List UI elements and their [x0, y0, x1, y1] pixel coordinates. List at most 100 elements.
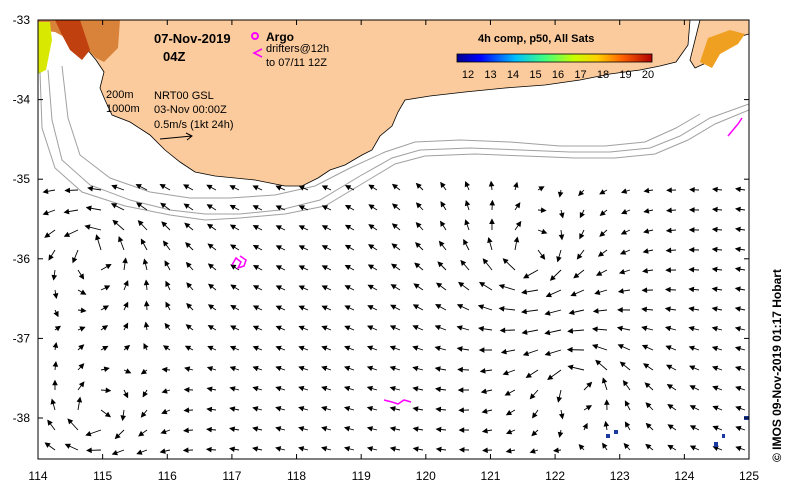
current-vector-head	[143, 300, 150, 307]
current-vector-head	[321, 285, 328, 291]
current-vector-head	[665, 247, 672, 254]
current-vector-head	[711, 246, 718, 253]
current-vector-head	[487, 237, 493, 244]
sst-pixel	[606, 434, 610, 438]
current-vector-head	[619, 361, 626, 368]
current-vector-head	[664, 286, 671, 293]
current-vector-head	[321, 446, 328, 452]
current-vector-head	[275, 305, 282, 311]
colorbar-tick-label: 13	[484, 69, 496, 81]
current-vector-head	[140, 411, 147, 418]
latitude-axis: -33 -34 -35 -36 -37 -38	[13, 13, 749, 425]
current-vector-head	[343, 405, 351, 412]
current-vector-head	[621, 209, 628, 215]
current-vector-head	[183, 203, 190, 209]
current-vector-head	[140, 368, 147, 375]
current-vector-head	[205, 446, 212, 453]
drifter-track-2	[383, 399, 412, 405]
current-vector-head	[412, 426, 419, 432]
sst-patch-east	[700, 30, 745, 68]
current-vector-head	[457, 366, 463, 373]
current-vector-head	[556, 256, 562, 263]
current-vector-head	[85, 205, 92, 212]
current-vector-head	[252, 325, 260, 331]
current-vector-head	[86, 447, 92, 454]
current-vector-head	[437, 261, 444, 268]
current-vector-head	[389, 406, 396, 412]
current-vector-head	[367, 264, 375, 270]
current-vector-head	[645, 443, 652, 450]
current-vector-head	[110, 203, 118, 209]
current-vector-head	[711, 365, 719, 372]
current-vector-head	[531, 430, 538, 437]
current-vector-head	[585, 405, 592, 411]
current-vector-head	[138, 430, 145, 437]
current-vector-head	[298, 225, 305, 231]
current-vector-head	[477, 304, 485, 310]
current-vector-head	[711, 306, 718, 312]
current-vector-head	[480, 388, 487, 394]
current-vector-head	[556, 396, 563, 403]
current-vector-head	[412, 406, 419, 412]
current-vector-head	[557, 431, 564, 438]
current-vector-head	[666, 187, 672, 193]
current-vector-head	[183, 387, 190, 393]
current-vector-head	[641, 344, 649, 350]
current-vector-head	[102, 345, 109, 352]
current-vector-head	[162, 345, 170, 351]
current-vector-head	[595, 270, 603, 276]
current-vector-head	[711, 345, 718, 352]
current-vector-head	[735, 425, 742, 432]
current-vector-head	[566, 346, 573, 353]
current-vector-head	[368, 244, 375, 250]
current-vector-head	[389, 345, 396, 351]
current-vector-head	[206, 366, 214, 372]
current-vector-head	[458, 281, 465, 288]
current-vector-head	[275, 446, 282, 452]
current-vector-head	[114, 433, 121, 440]
current-vector-head	[104, 411, 112, 418]
current-vector-head	[502, 258, 509, 265]
current-vector-head	[688, 266, 695, 273]
current-vector-head	[230, 284, 237, 290]
current-vector-head	[525, 372, 532, 378]
current-vector-head	[105, 387, 112, 394]
current-vector-head	[275, 325, 282, 331]
current-vector-head	[412, 365, 419, 372]
current-vector-head	[529, 393, 536, 400]
current-vector-head	[78, 344, 85, 351]
current-vector-head	[162, 240, 169, 247]
colorbar-tick-label: 12	[462, 69, 474, 81]
current-vector-head	[595, 359, 602, 366]
current-vector-head	[498, 283, 505, 290]
current-vector-head	[641, 325, 648, 332]
current-vector-head	[160, 428, 167, 435]
current-vector-head	[592, 308, 599, 314]
current-vector-head	[252, 265, 260, 271]
map-time: 04Z	[163, 49, 185, 64]
current-vector-head	[641, 287, 648, 294]
current-vector-head	[712, 186, 718, 193]
current-vector-head	[298, 285, 305, 291]
current-vector-head	[412, 325, 419, 331]
current-vector-head	[667, 403, 674, 410]
current-vector-head	[343, 426, 351, 432]
current-vector-head	[102, 305, 109, 311]
current-vector-head	[161, 366, 168, 373]
current-vector-head	[622, 380, 629, 387]
current-vector-head	[252, 285, 260, 291]
current-vector-head	[478, 347, 485, 353]
current-vector-head	[582, 422, 588, 430]
current-vector-head	[458, 427, 465, 433]
current-vector-head	[415, 222, 422, 229]
current-vector-head	[502, 369, 509, 376]
current-vector-head	[103, 366, 110, 372]
current-vector-head	[298, 426, 305, 432]
colorbar-tick-label: 18	[597, 69, 609, 81]
current-vector-head	[275, 205, 282, 211]
current-vector-head	[344, 345, 351, 351]
current-vector-head	[389, 325, 397, 331]
current-vector-head	[688, 227, 695, 233]
current-vector-head	[735, 186, 741, 193]
lon-tick-label: 115	[93, 469, 112, 483]
